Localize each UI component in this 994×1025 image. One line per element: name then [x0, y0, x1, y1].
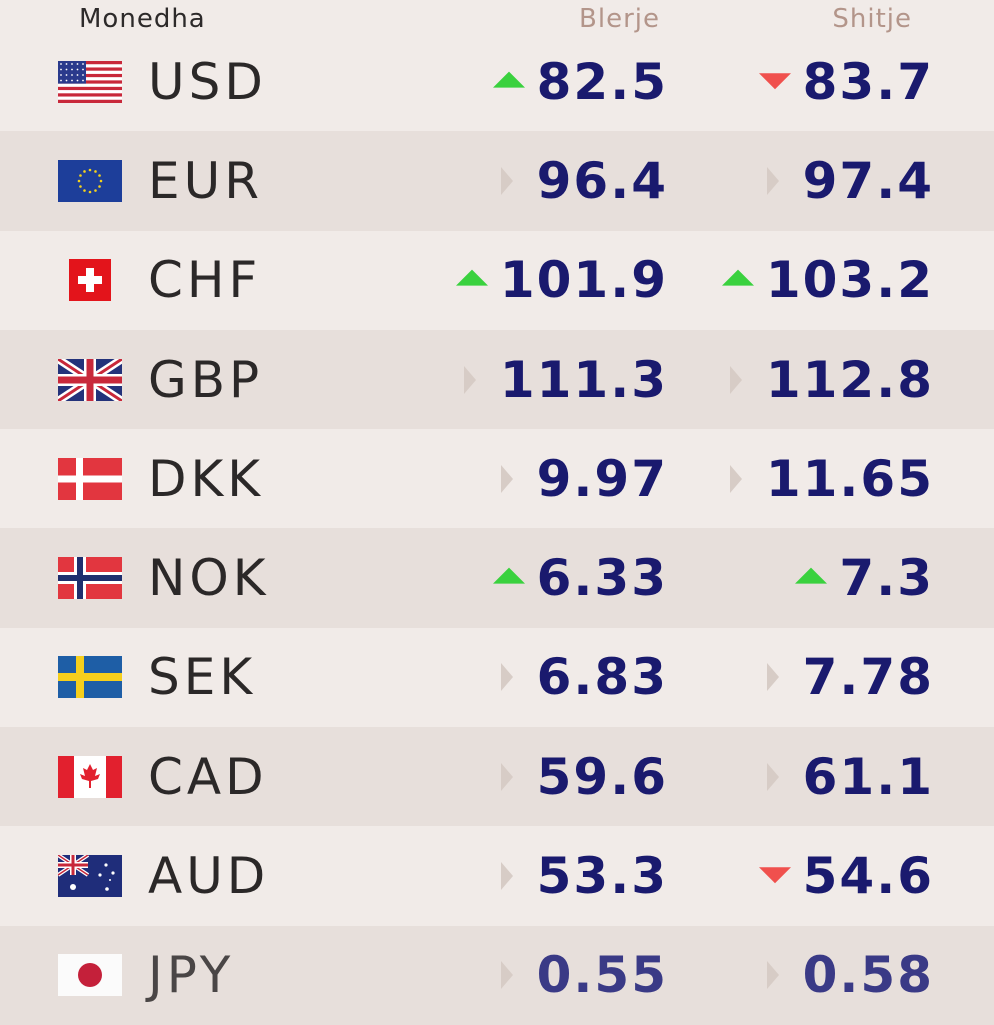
table-row[interactable]: DKK 9.97 11.65 — [0, 429, 994, 528]
right-caret-icon — [463, 365, 476, 394]
buy-rate-value: 59.6 — [536, 747, 668, 806]
sell-rate-value: 7.3 — [839, 549, 934, 608]
sell-rate-value: 112.8 — [765, 350, 934, 409]
buy-rate-value: 111.3 — [499, 350, 668, 409]
canada-flag-icon — [58, 755, 122, 798]
table-row[interactable]: EUR 96.4 97.4 — [0, 131, 994, 231]
sell-rate-value: 54.6 — [802, 847, 934, 906]
currency-column-header: Monedha — [79, 4, 206, 34]
table-row[interactable]: CAD 59.6 61.1 — [0, 727, 994, 827]
uk-flag-icon — [58, 358, 122, 401]
table-row[interactable]: GBP 111.3 112.8 — [0, 329, 994, 430]
buy-rate-value: 53.3 — [536, 847, 668, 906]
currency-code: SEK — [148, 648, 257, 707]
table-row[interactable]: CHF 101.9 103.2 — [0, 231, 994, 330]
right-caret-icon — [766, 663, 779, 692]
sell-rate-value: 103.2 — [765, 251, 934, 310]
currency-code: CAD — [148, 747, 268, 806]
sell-rate-value: 11.65 — [765, 449, 934, 508]
buy-rate-value: 9.97 — [536, 449, 668, 508]
right-caret-icon — [500, 464, 513, 493]
australia-flag-icon — [58, 855, 122, 898]
currency-code: AUD — [148, 847, 270, 906]
norway-flag-icon — [58, 557, 122, 600]
table-row[interactable]: SEK 6.83 7.78 — [0, 628, 994, 727]
right-caret-icon — [500, 663, 513, 692]
usa-flag-icon — [58, 60, 122, 103]
sell-rate-value: 61.1 — [802, 747, 934, 806]
currency-code: EUR — [148, 151, 263, 210]
currency-code: CHF — [148, 251, 262, 310]
right-caret-icon — [766, 961, 779, 990]
sweden-flag-icon — [58, 656, 122, 699]
currency-code: JPY — [148, 946, 235, 1005]
up-arrow-icon — [795, 567, 828, 584]
up-arrow-icon — [721, 269, 754, 286]
right-caret-icon — [500, 862, 513, 891]
currency-code: GBP — [148, 350, 264, 409]
swiss-flag-icon — [58, 259, 122, 302]
up-arrow-icon — [455, 269, 488, 286]
buy-rate-value: 0.55 — [536, 946, 668, 1005]
right-caret-icon — [500, 166, 513, 195]
table-header: Monedha Blerje Shitje — [0, 0, 994, 40]
sell-rate-value: 0.58 — [802, 946, 934, 1005]
sell-rate-value: 83.7 — [802, 52, 934, 111]
eu-flag-icon — [58, 159, 122, 202]
exchange-rates-table: USD 82.5 83.7 EUR 96.4 97.4 CHF 101.9 103.2 GB… — [0, 32, 994, 1025]
right-caret-icon — [766, 762, 779, 791]
buy-column-header: Blerje — [579, 4, 660, 34]
table-row[interactable]: NOK 6.33 7.3 — [0, 528, 994, 628]
currency-code: USD — [148, 52, 267, 111]
right-caret-icon — [729, 365, 742, 394]
table-row[interactable]: USD 82.5 83.7 — [0, 32, 994, 131]
right-caret-icon — [729, 464, 742, 493]
right-caret-icon — [500, 762, 513, 791]
down-arrow-icon — [758, 72, 791, 89]
currency-code: DKK — [148, 449, 265, 508]
buy-rate-value: 96.4 — [536, 151, 668, 210]
currency-code: NOK — [148, 549, 270, 608]
table-row[interactable]: AUD 53.3 54.6 — [0, 826, 994, 925]
up-arrow-icon — [492, 567, 525, 584]
buy-rate-value: 82.5 — [536, 52, 668, 111]
right-caret-icon — [766, 166, 779, 195]
sell-rate-value: 7.78 — [802, 648, 934, 707]
buy-rate-value: 6.33 — [536, 549, 668, 608]
up-arrow-icon — [492, 71, 525, 88]
table-row[interactable]: JPY 0.55 0.58 — [0, 925, 994, 1025]
sell-rate-value: 97.4 — [802, 151, 934, 210]
denmark-flag-icon — [58, 457, 122, 500]
buy-rate-value: 101.9 — [499, 251, 668, 310]
right-caret-icon — [500, 961, 513, 990]
japan-flag-icon — [58, 954, 122, 997]
sell-column-header: Shitje — [832, 4, 912, 34]
down-arrow-icon — [758, 867, 791, 884]
buy-rate-value: 6.83 — [536, 648, 668, 707]
